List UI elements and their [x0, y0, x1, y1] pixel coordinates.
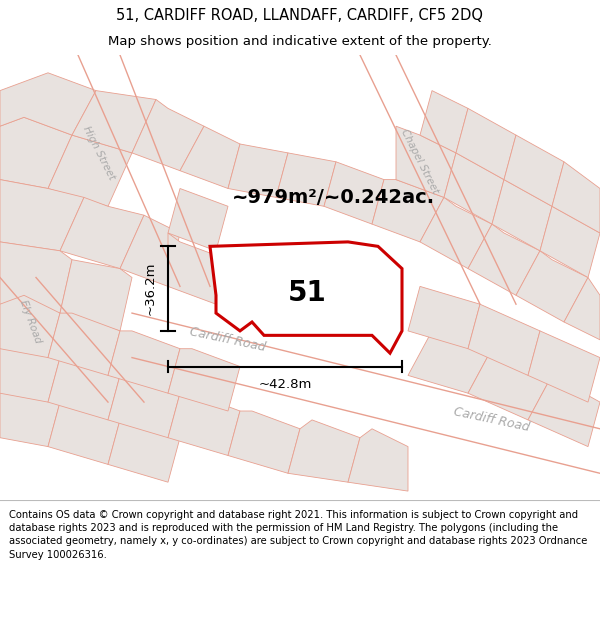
- Text: Ely Road: Ely Road: [17, 299, 43, 345]
- Polygon shape: [444, 153, 504, 224]
- Text: ~36.2m: ~36.2m: [143, 262, 157, 316]
- Polygon shape: [528, 331, 600, 402]
- Polygon shape: [108, 420, 180, 482]
- Polygon shape: [168, 189, 228, 251]
- Polygon shape: [492, 179, 552, 251]
- Polygon shape: [468, 304, 540, 376]
- Text: High Street: High Street: [81, 124, 117, 181]
- Text: ~42.8m: ~42.8m: [259, 378, 311, 391]
- Polygon shape: [120, 215, 180, 286]
- Text: Map shows position and indicative extent of the property.: Map shows position and indicative extent…: [108, 35, 492, 48]
- Polygon shape: [456, 108, 516, 179]
- Polygon shape: [288, 420, 360, 482]
- Polygon shape: [180, 126, 240, 189]
- Polygon shape: [420, 198, 492, 269]
- Text: Contains OS data © Crown copyright and database right 2021. This information is : Contains OS data © Crown copyright and d…: [9, 510, 587, 559]
- Polygon shape: [60, 260, 132, 331]
- Polygon shape: [108, 376, 180, 438]
- Polygon shape: [168, 349, 240, 411]
- Polygon shape: [396, 126, 456, 198]
- Polygon shape: [0, 72, 96, 135]
- Polygon shape: [528, 376, 600, 447]
- Polygon shape: [348, 429, 408, 491]
- Polygon shape: [168, 233, 228, 304]
- Polygon shape: [48, 357, 120, 420]
- Polygon shape: [60, 198, 144, 269]
- Polygon shape: [48, 313, 120, 376]
- Polygon shape: [324, 162, 384, 224]
- Polygon shape: [564, 278, 600, 340]
- Polygon shape: [72, 91, 156, 153]
- Polygon shape: [210, 242, 402, 353]
- Polygon shape: [48, 135, 132, 206]
- Text: 51: 51: [288, 279, 327, 307]
- Polygon shape: [276, 153, 336, 206]
- Polygon shape: [0, 340, 60, 402]
- Text: 51, CARDIFF ROAD, LLANDAFF, CARDIFF, CF5 2DQ: 51, CARDIFF ROAD, LLANDAFF, CARDIFF, CF5…: [116, 8, 484, 23]
- Polygon shape: [0, 118, 72, 189]
- Polygon shape: [408, 331, 492, 393]
- Polygon shape: [540, 206, 600, 278]
- Polygon shape: [372, 179, 444, 242]
- Polygon shape: [108, 331, 180, 393]
- Text: Cardiff Road: Cardiff Road: [189, 326, 267, 354]
- Polygon shape: [468, 349, 552, 420]
- Polygon shape: [408, 286, 480, 349]
- Polygon shape: [132, 99, 204, 171]
- Polygon shape: [468, 224, 540, 295]
- Polygon shape: [228, 144, 288, 198]
- Polygon shape: [0, 384, 60, 447]
- Polygon shape: [0, 179, 84, 251]
- Polygon shape: [228, 411, 300, 473]
- Polygon shape: [420, 91, 468, 153]
- Text: Cardiff Road: Cardiff Road: [453, 406, 531, 434]
- Polygon shape: [48, 402, 120, 464]
- Text: ~979m²/~0.242ac.: ~979m²/~0.242ac.: [232, 188, 434, 207]
- Polygon shape: [0, 295, 60, 358]
- Polygon shape: [504, 135, 564, 206]
- Polygon shape: [552, 162, 600, 233]
- Polygon shape: [516, 251, 588, 322]
- Text: Chapel Street: Chapel Street: [400, 127, 440, 196]
- Polygon shape: [0, 242, 72, 313]
- Polygon shape: [168, 393, 240, 456]
